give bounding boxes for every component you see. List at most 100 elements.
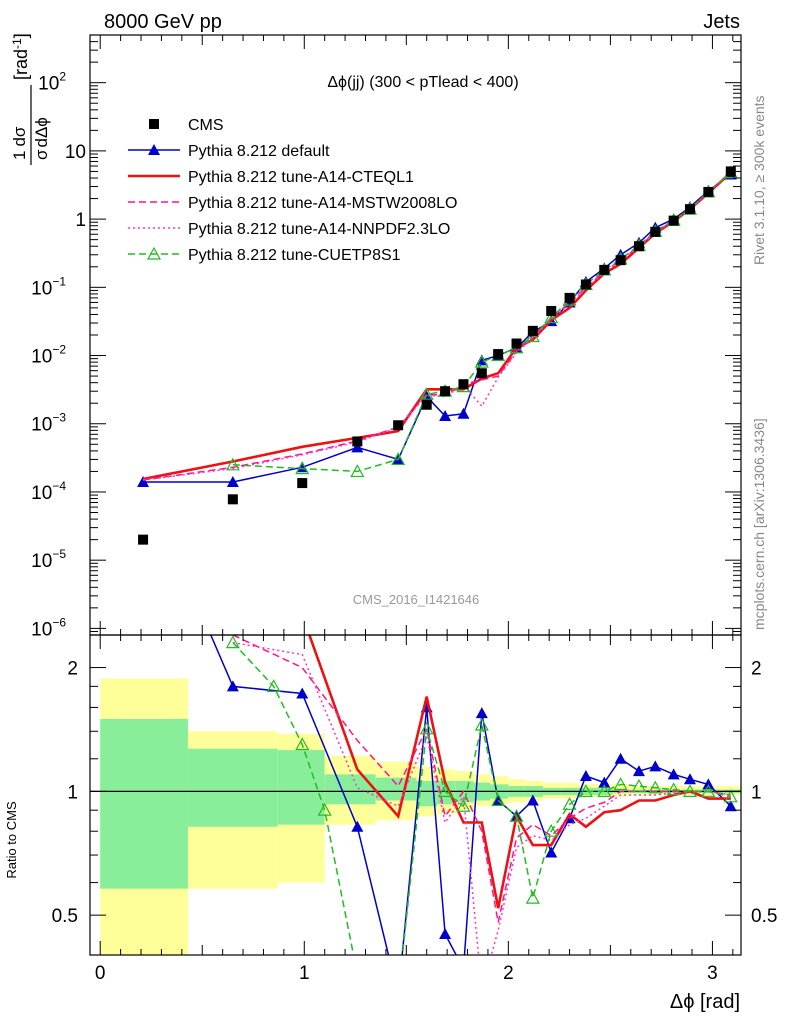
y-tick-mantissa: 10 — [31, 483, 52, 504]
data-point — [666, 782, 681, 796]
data-point — [493, 349, 504, 360]
side-mcplots-label: mcplots.cern.ch [arXiv:1306.3436] — [751, 418, 767, 630]
data-point — [476, 368, 487, 379]
main-series — [137, 165, 738, 545]
data-point — [509, 808, 524, 822]
data-point — [564, 292, 575, 303]
series-line — [232, 635, 731, 923]
data-point — [701, 784, 716, 797]
legend-label: Pythia 8.212 default — [188, 143, 330, 160]
y-tick-label: 10−5 — [31, 547, 66, 572]
main-series-pythia-8-212-tune-cuetp8s1 — [225, 165, 738, 478]
data-point — [296, 687, 309, 699]
ylabel-frac-num2: dσ — [10, 126, 29, 146]
data-point — [391, 452, 406, 466]
ratio-y-tick-label: 0.5 — [52, 906, 78, 927]
y-tick-label: 10−4 — [31, 479, 66, 504]
y-tick-exponent: −6 — [52, 615, 66, 629]
data-point — [226, 680, 239, 692]
data-point — [317, 802, 332, 816]
data-point — [511, 338, 522, 349]
data-point — [525, 329, 540, 343]
data-point — [351, 441, 364, 453]
ratio-y-tick-label: 1 — [67, 782, 78, 803]
data-point — [599, 264, 610, 275]
data-point — [458, 379, 469, 390]
legend-label: Pythia 8.212 tune-CUETP8S1 — [188, 247, 401, 264]
y-tick-exponent: −1 — [52, 274, 66, 288]
data-point — [295, 461, 310, 475]
data-point — [702, 778, 715, 790]
legend-label: Pythia 8.212 tune-A14-MSTW2008LO — [188, 195, 457, 212]
data-point — [545, 846, 558, 858]
data-point — [525, 890, 540, 904]
data-point — [439, 409, 452, 421]
x-axis-label: Δϕ [rad] — [670, 991, 740, 1013]
y-tick-mantissa: 10 — [31, 415, 52, 436]
data-point — [295, 737, 310, 751]
svg-text:σdΔϕ: σ dΔϕ — [32, 117, 51, 160]
header-right: Jets — [703, 11, 740, 33]
data-point — [266, 679, 281, 692]
data-point — [439, 927, 452, 939]
data-point — [667, 768, 680, 780]
data-point — [724, 800, 737, 812]
data-point — [225, 457, 240, 471]
y-tick-mantissa: 10 — [31, 551, 52, 572]
main-title: Δϕ(jj) (300 < pTlead < 400) — [327, 74, 518, 91]
legend-item: CMS — [149, 117, 224, 134]
data-point — [546, 305, 557, 316]
data-point — [527, 325, 538, 336]
y-axis-label-ratio: Ratio to CMS — [4, 801, 19, 879]
legend-marker — [146, 246, 162, 260]
ylabel-frac-den2: dΔϕ — [32, 117, 51, 147]
data-point — [352, 436, 363, 447]
data-point — [597, 784, 612, 797]
ratio-uncertainty-bands — [90, 678, 741, 955]
data-point — [526, 794, 539, 806]
data-point — [419, 721, 434, 735]
side-rivet-label: Rivet 3.1.10, ≥ 300k events — [751, 95, 767, 265]
data-point — [703, 186, 714, 197]
data-point — [668, 215, 679, 226]
y-tick-exponent: −2 — [52, 343, 66, 357]
data-point — [544, 310, 559, 324]
data-point — [562, 797, 577, 810]
y-tick-label: 10−3 — [31, 411, 66, 436]
legend-marker — [148, 144, 160, 155]
y-tick-label: 10−2 — [31, 343, 66, 368]
data-point — [491, 793, 506, 807]
series-line — [232, 642, 731, 955]
legend-item: Pythia 8.212 tune-CUETP8S1 — [128, 246, 401, 264]
ratio-series-pythia-8-212-tune-a14-nnpdf2-3lo — [232, 641, 731, 955]
ratio-y-tick-label-right: 1 — [751, 782, 762, 803]
data-point — [457, 963, 469, 974]
stat-uncertainty-band — [187, 748, 278, 827]
data-point — [613, 777, 628, 790]
data-point — [683, 773, 696, 785]
x-tick-label: 1 — [299, 963, 310, 984]
data-point — [350, 464, 365, 478]
y-tick-label: 10−1 — [31, 274, 66, 299]
main-series-pythia-8-212-tune-a14-mstw2008lo — [142, 171, 732, 481]
data-point — [631, 778, 646, 792]
y-tick-mantissa: 10 — [38, 74, 59, 95]
data-point — [137, 475, 150, 487]
data-point — [649, 760, 662, 772]
data-point — [421, 399, 432, 410]
main-series-pythia-8-212-default — [137, 168, 737, 487]
series-line — [232, 172, 732, 473]
y-axis-label-main: 1 dσ σ dΔϕ [rad-1] — [10, 33, 51, 165]
ratio-series-pythia-8-212-tune-a14-mstw2008lo — [232, 635, 731, 923]
legend-marker — [149, 119, 159, 129]
data-point — [138, 534, 149, 545]
main-series-pythia-8-212-tune-a14-nnpdf2-3lo — [143, 171, 732, 481]
data-point — [456, 798, 471, 812]
ratio-series-pythia-8-212-tune-cuetp8s1 — [225, 635, 738, 955]
y-tick-mantissa: 10 — [31, 347, 52, 368]
y-tick-label: 102 — [38, 70, 66, 95]
data-point — [544, 823, 559, 837]
x-tick-label: 3 — [707, 963, 718, 984]
stat-uncertainty-band — [416, 780, 437, 807]
legend-label: CMS — [188, 117, 224, 134]
